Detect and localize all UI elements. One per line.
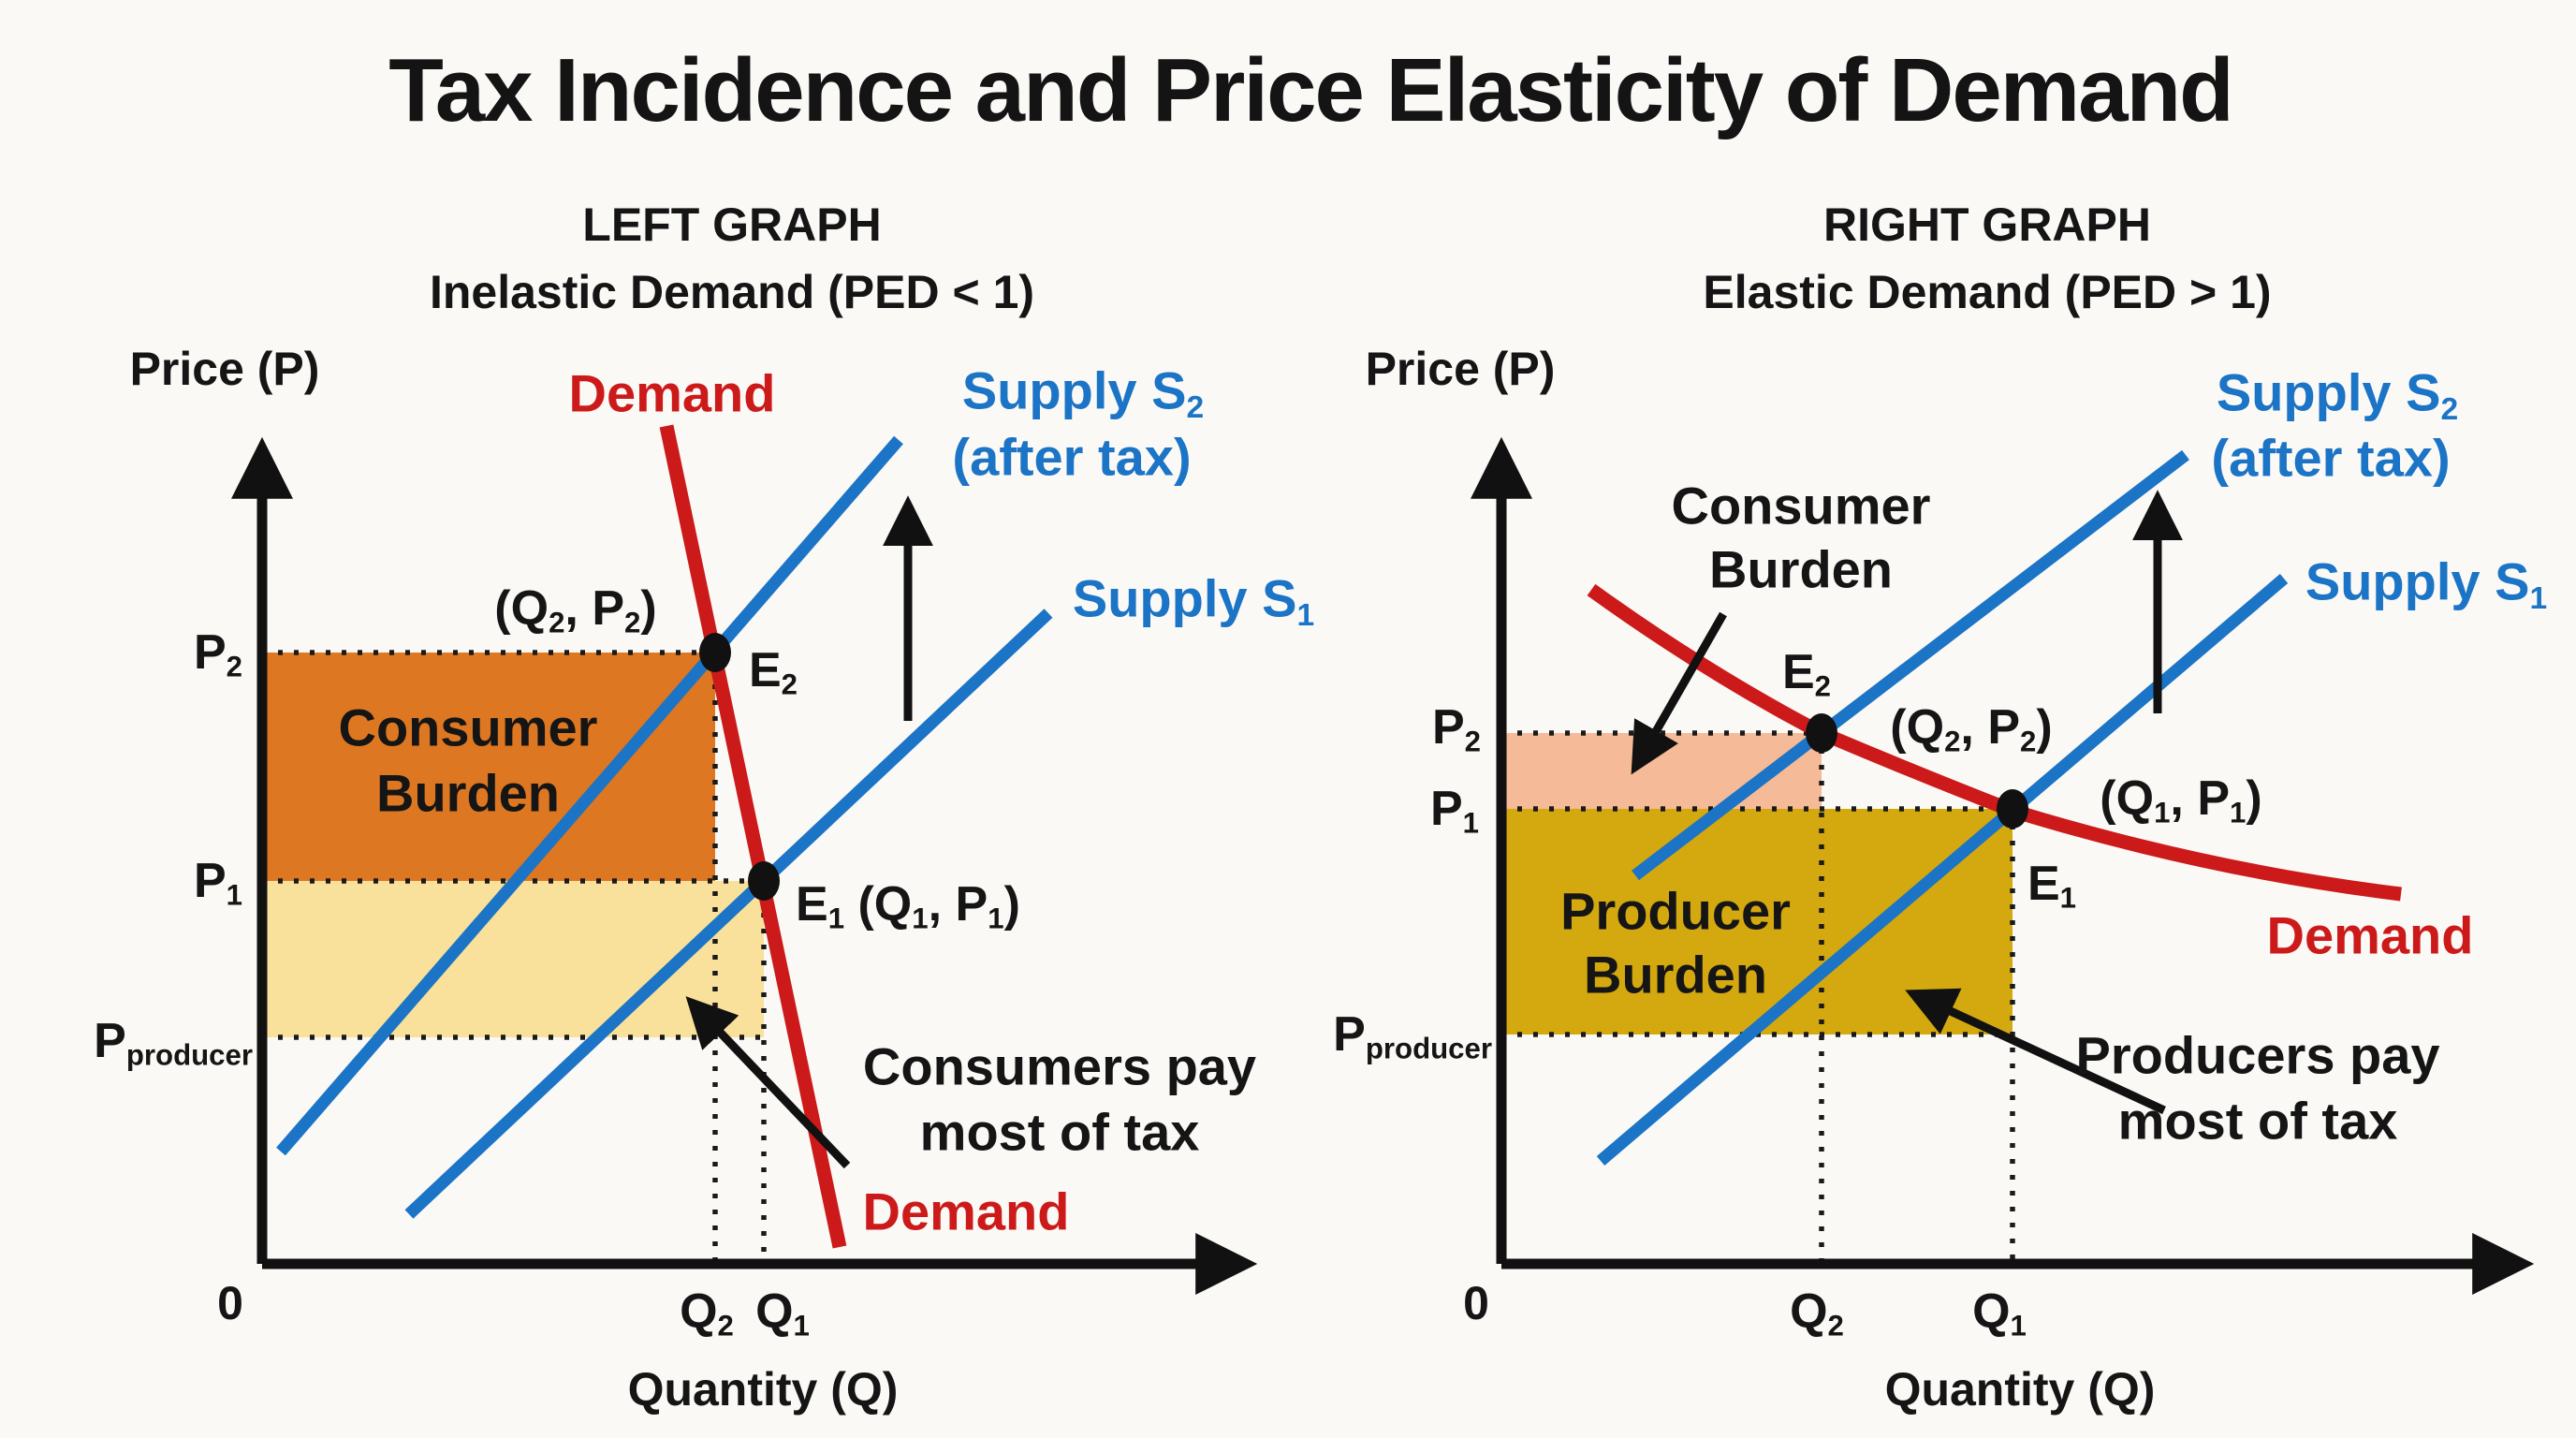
left-price-axis-label: Price (P) bbox=[129, 343, 320, 395]
right-consumer-burden-arrow bbox=[1631, 611, 1727, 775]
left-p1-label: P1 bbox=[193, 853, 243, 912]
left-demand-label-bottom: Demand bbox=[862, 1181, 1070, 1241]
right-producer-burden-label-2: Burden bbox=[1584, 945, 1767, 1005]
left-q1-tick-label: Q1 bbox=[755, 1284, 810, 1343]
right-consumer-burden-label-2: Burden bbox=[1709, 539, 1893, 599]
left-demand-label-top: Demand bbox=[568, 363, 776, 423]
left-heading: LEFT GRAPH bbox=[582, 198, 882, 251]
right-supply-s2-line bbox=[1632, 449, 2189, 881]
right-p2-label: P2 bbox=[1431, 699, 1482, 758]
left-supply-s1-label: Supply S1 bbox=[1072, 568, 1315, 634]
left-supply-s2-label: Supply S2 bbox=[961, 360, 1205, 426]
right-e2-label: E2 bbox=[1781, 644, 1832, 703]
right-e1-point bbox=[1997, 789, 2028, 829]
right-pproducer-label: Pproducer bbox=[1333, 1006, 1492, 1065]
page-title: Tax Incidence and Price Elasticity of De… bbox=[388, 40, 2234, 141]
left-consumer-burden-area bbox=[262, 653, 715, 881]
left-e1-label: E1 (Q1, P1) bbox=[796, 876, 1020, 935]
right-p1-label: P1 bbox=[1429, 781, 1480, 840]
left-q2-tick-label: Q2 bbox=[680, 1284, 734, 1343]
left-consumer-burden-label-1: Consumer bbox=[338, 697, 598, 757]
left-supply-s2-line bbox=[276, 435, 903, 1156]
right-demand-curve bbox=[1587, 583, 2402, 902]
right-subheading: Elastic Demand (PED > 1) bbox=[1703, 266, 2272, 318]
left-supply-s1-line bbox=[404, 609, 1053, 1219]
right-supply-s2-label: Supply S2 bbox=[2216, 362, 2459, 428]
left-annotation-line-2: most of tax bbox=[919, 1102, 1200, 1162]
right-q1p1-point-label: (Q1, P1) bbox=[2100, 770, 2262, 829]
right-producer-burden-label-1: Producer bbox=[1560, 881, 1791, 941]
right-supply-s1-label: Supply S1 bbox=[2305, 551, 2548, 617]
left-pproducer-label: Pproducer bbox=[94, 1013, 253, 1072]
left-e2-point bbox=[699, 633, 731, 672]
left-p2-label: P2 bbox=[193, 624, 243, 683]
right-demand-label: Demand bbox=[2266, 905, 2474, 965]
right-q1-tick-label: Q1 bbox=[1972, 1284, 2027, 1343]
left-e2-label: E2 bbox=[748, 642, 798, 701]
right-e2-point bbox=[1806, 713, 1837, 753]
left-annotation-line-1: Consumers pay bbox=[862, 1036, 1257, 1096]
right-quantity-axis-label: Quantity (Q) bbox=[1884, 1363, 2156, 1416]
left-q2p2-point-label: (Q2, P2) bbox=[494, 580, 657, 639]
right-annotation-arrow bbox=[1905, 988, 2166, 1115]
right-price-axis-label: Price (P) bbox=[1365, 343, 1556, 395]
left-quantity-axis-label: Quantity (Q) bbox=[627, 1363, 899, 1416]
right-q2-tick-label: Q2 bbox=[1790, 1284, 1844, 1343]
left-e1-point bbox=[748, 861, 780, 901]
right-e1-label: E1 bbox=[2027, 856, 2077, 915]
right-heading: RIGHT GRAPH bbox=[1823, 198, 2151, 251]
left-demand-line bbox=[659, 424, 847, 1249]
right-q2p2-point-label: (Q2, P2) bbox=[1890, 699, 2053, 758]
left-annotation-arrow bbox=[685, 996, 851, 1169]
right-supply-s2-note: (after tax) bbox=[2211, 428, 2451, 488]
right-annotation-line-1: Producers pay bbox=[2075, 1025, 2440, 1085]
right-consumer-burden-label-1: Consumer bbox=[1671, 476, 1931, 536]
right-annotation-line-2: most of tax bbox=[2117, 1091, 2398, 1151]
left-supply-s2-note: (after tax) bbox=[952, 427, 1192, 487]
left-consumer-burden-label-2: Burden bbox=[376, 763, 560, 823]
right-supply-s1-line bbox=[1596, 574, 2289, 1166]
left-subheading: Inelastic Demand (PED < 1) bbox=[429, 266, 1035, 318]
right-origin-label: 0 bbox=[1463, 1277, 1489, 1329]
left-origin-label: 0 bbox=[217, 1277, 243, 1329]
